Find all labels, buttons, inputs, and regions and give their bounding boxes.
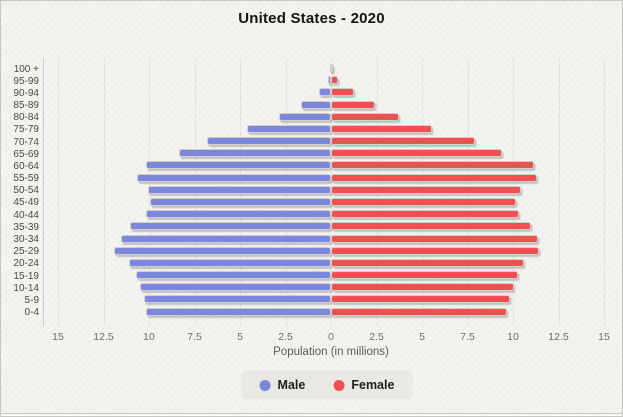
male-bar-80-84[interactable] <box>278 112 331 121</box>
x-tick-label: 15 <box>52 331 64 343</box>
age-group-label: 85-89 <box>13 100 39 112</box>
male-bar-85-89[interactable] <box>301 100 331 109</box>
male-bar-65-69[interactable] <box>178 149 331 158</box>
x-tick-label: 5 <box>237 331 243 343</box>
male-bar-35-39[interactable] <box>130 222 331 231</box>
gridline <box>58 58 59 326</box>
age-group-label: 50-54 <box>13 185 39 197</box>
male-bar-95-99[interactable] <box>328 76 331 85</box>
male-bar-40-44[interactable] <box>145 210 331 219</box>
female-bar-75-79[interactable] <box>331 124 432 133</box>
age-group-label: 30-34 <box>13 234 39 246</box>
female-bar-70-74[interactable] <box>331 137 475 146</box>
age-group-label: 95-99 <box>13 75 39 87</box>
gridline <box>103 58 105 326</box>
age-group-label: 65-69 <box>13 148 39 160</box>
male-bar-30-34[interactable] <box>120 234 331 243</box>
gridline <box>558 58 560 326</box>
x-tick-label: 10 <box>143 331 155 343</box>
female-bar-60-64[interactable] <box>331 161 534 170</box>
male-bar-15-19[interactable] <box>135 271 331 280</box>
age-group-label: 0-4 <box>24 307 39 319</box>
legend-item-female[interactable]: Female <box>333 378 394 392</box>
age-group-label: 60-64 <box>13 160 39 172</box>
age-group-label: 25-29 <box>13 246 39 258</box>
female-bar-20-24[interactable] <box>331 258 524 267</box>
age-group-label: 20-24 <box>13 258 39 270</box>
x-tick-label: 5 <box>419 331 425 343</box>
age-group-label: 100 + <box>13 63 39 75</box>
age-group-label: 10-14 <box>13 282 39 294</box>
male-bar-70-74[interactable] <box>206 137 331 146</box>
x-tick-label: 10 <box>507 331 519 343</box>
male-bar-10-14[interactable] <box>140 283 331 292</box>
age-group-label: 40-44 <box>13 209 39 221</box>
female-bar-25-29[interactable] <box>331 246 540 255</box>
legend-item-male[interactable]: Male <box>259 378 306 392</box>
male-bar-60-64[interactable] <box>146 161 331 170</box>
female-bar-40-44[interactable] <box>331 210 519 219</box>
x-axis-title: Population (in millions) <box>273 346 389 358</box>
bottom-strip <box>1 414 622 416</box>
female-bar-90-94[interactable] <box>331 88 354 97</box>
x-tick-label: 12.5 <box>548 331 569 343</box>
x-tick-label: 2.5 <box>278 331 293 343</box>
chart-title: United States - 2020 <box>238 10 385 27</box>
female-bar-15-19[interactable] <box>331 271 518 280</box>
male-bar-25-29[interactable] <box>114 246 331 255</box>
female-bar-35-39[interactable] <box>331 222 532 231</box>
legend-label-female: Female <box>351 378 395 392</box>
age-group-label: 15-19 <box>13 270 39 282</box>
male-bar-0-4[interactable] <box>146 307 331 316</box>
female-bar-85-89[interactable] <box>331 100 376 109</box>
age-group-label: 80-84 <box>13 112 39 124</box>
male-bar-5-9[interactable] <box>144 295 331 304</box>
male-bar-90-94[interactable] <box>318 88 331 97</box>
female-bar-55-59[interactable] <box>331 173 537 182</box>
female-bar-30-34[interactable] <box>331 234 538 243</box>
female-bar-65-69[interactable] <box>331 149 503 158</box>
female-bar-5-9[interactable] <box>331 295 510 304</box>
x-tick-label: 12.5 <box>93 331 114 343</box>
legend-label-male: Male <box>277 378 306 392</box>
female-bar-45-49[interactable] <box>331 197 516 206</box>
male-swatch-icon <box>259 379 271 391</box>
x-tick-label: 15 <box>598 331 610 343</box>
x-tick-label: 2.5 <box>369 331 384 343</box>
male-bar-50-54[interactable] <box>147 185 331 194</box>
male-bar-55-59[interactable] <box>137 173 331 182</box>
legend: Male Female <box>241 371 413 399</box>
age-group-label: 35-39 <box>13 221 39 233</box>
age-group-label: 45-49 <box>13 197 39 209</box>
female-bar-50-54[interactable] <box>331 185 521 194</box>
age-group-label: 75-79 <box>13 124 39 136</box>
bottom-divider <box>1 413 622 414</box>
female-bar-80-84[interactable] <box>331 112 400 121</box>
age-group-label: 55-59 <box>13 173 39 185</box>
male-bar-20-24[interactable] <box>128 258 331 267</box>
x-tick-label: 7.5 <box>187 331 202 343</box>
x-tick-label: 0 <box>328 331 334 343</box>
age-group-label: 90-94 <box>13 87 39 99</box>
gridline <box>604 58 605 326</box>
plot-left-border <box>43 58 44 326</box>
x-tick-label: 7.5 <box>460 331 475 343</box>
female-bar-100+[interactable] <box>331 64 333 72</box>
female-swatch-icon <box>333 379 345 391</box>
female-bar-95-99[interactable] <box>331 76 338 85</box>
male-bar-75-79[interactable] <box>247 124 331 133</box>
age-group-label: 5-9 <box>24 294 39 306</box>
age-group-label: 70-74 <box>13 136 39 148</box>
male-bar-45-49[interactable] <box>150 197 331 206</box>
female-bar-0-4[interactable] <box>331 307 508 316</box>
female-bar-10-14[interactable] <box>331 283 514 292</box>
